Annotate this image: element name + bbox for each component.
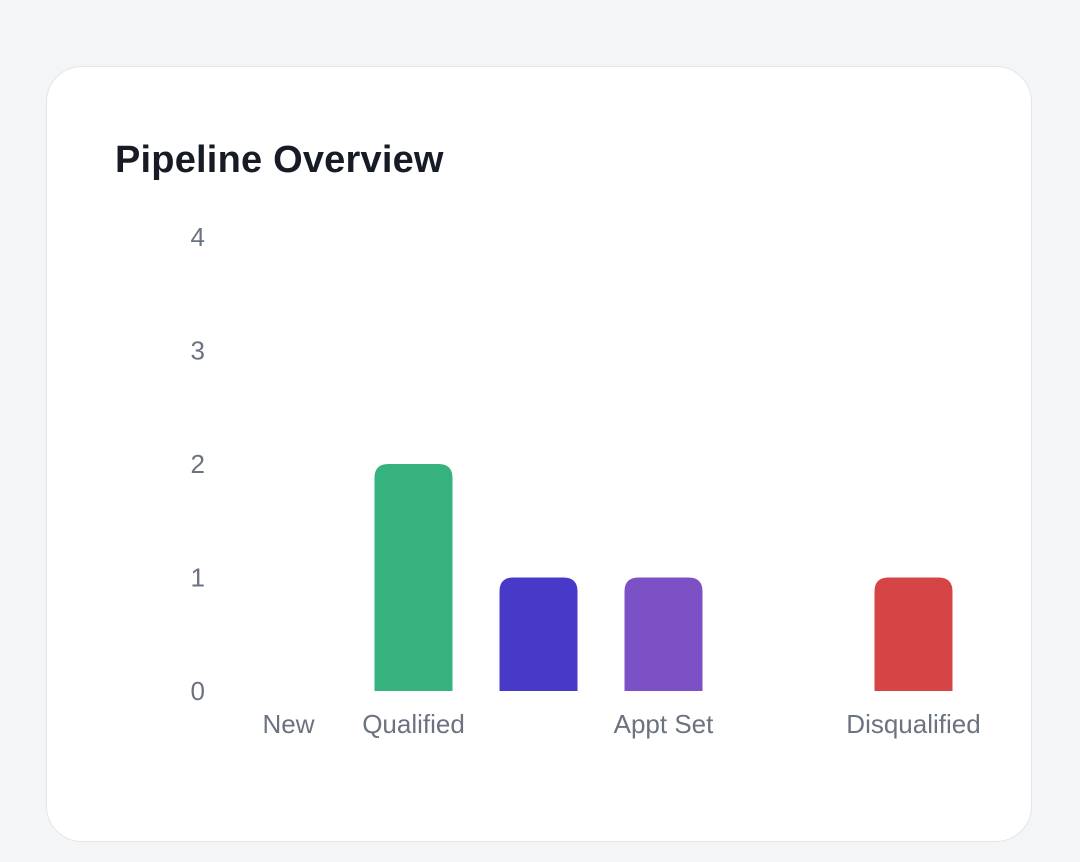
y-tick-label: 2 (191, 449, 205, 479)
x-tick-label: Disqualified (846, 709, 980, 739)
bar-contacted[interactable] (499, 577, 578, 692)
y-tick-label: 1 (191, 563, 205, 593)
y-tick-label: 3 (191, 336, 205, 366)
bar-appt-set[interactable] (624, 577, 703, 692)
pipeline-overview-card: Pipeline Overview (46, 66, 1032, 842)
x-tick-label: New (262, 709, 314, 739)
bar-qualified[interactable] (374, 464, 453, 691)
y-tick-label: 4 (191, 222, 205, 252)
x-tick-label: Qualified (362, 709, 465, 739)
y-tick-label: 0 (191, 676, 205, 706)
x-tick-label: Appt Set (614, 709, 715, 739)
card-title: Pipeline Overview (115, 139, 444, 181)
bar-disqualified[interactable] (874, 577, 953, 692)
